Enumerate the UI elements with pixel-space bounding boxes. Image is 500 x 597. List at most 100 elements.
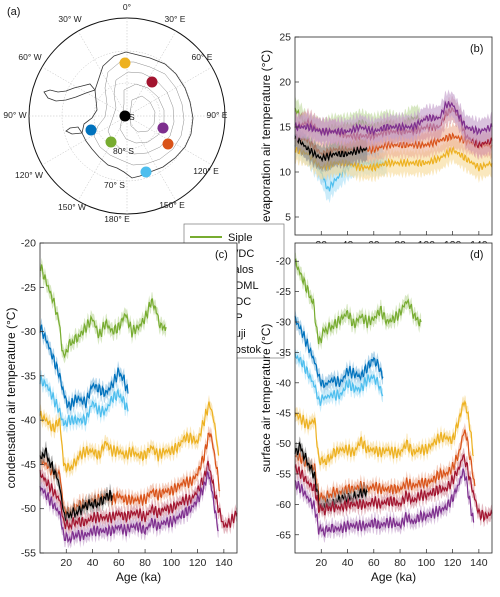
y-tick-label: -20 xyxy=(276,256,291,268)
y-tick-label: -55 xyxy=(21,548,36,560)
series-line-wdc xyxy=(294,315,384,389)
y-tick-label: -45 xyxy=(21,459,36,471)
series-line-vostok xyxy=(39,470,219,545)
lon-label-9: 90° W xyxy=(3,110,26,120)
legend-label-siple: Siple xyxy=(228,232,252,244)
lat-label-80: 80° S xyxy=(113,146,134,156)
series-group xyxy=(39,257,238,549)
y-tick-label: -30 xyxy=(21,326,36,338)
y-tick-label: 5 xyxy=(285,212,291,224)
x-tick-label: 120 xyxy=(444,557,462,569)
y-tick-label: -35 xyxy=(276,347,291,359)
x-axis-label: Age (ka) xyxy=(371,570,416,584)
x-axis-label: Age (ka) xyxy=(116,570,161,584)
x-tick-label: 100 xyxy=(163,557,181,569)
lon-label-2: 60° E xyxy=(192,52,213,62)
longitude-labels: 0° 30° E 60° E 90° E 120° E 150° E 180° E 150° … xyxy=(3,2,227,224)
series-line-talos xyxy=(39,374,129,427)
y-tick-label: -40 xyxy=(21,415,36,427)
site-marker-wdc xyxy=(85,124,97,136)
x-tick-label: 20 xyxy=(60,557,72,569)
y-tick-label: -55 xyxy=(276,468,291,480)
panel-a-label: (a) xyxy=(7,6,20,18)
series-line-siple xyxy=(39,264,167,359)
series-line-fuji xyxy=(294,453,493,523)
axes-frame xyxy=(294,36,493,236)
x-tick-label: 140 xyxy=(470,557,488,569)
axes-frame xyxy=(39,242,238,554)
y-axis-label: evaporation air temperature (°C) xyxy=(259,50,273,222)
x-tick-label: 120 xyxy=(189,557,207,569)
series-line-talos xyxy=(294,352,384,406)
site-marker-talos xyxy=(140,166,152,178)
series-group xyxy=(294,252,493,543)
y-tick-label: -25 xyxy=(21,282,36,294)
y-tick-label: -50 xyxy=(21,503,36,515)
site-marker-vostok xyxy=(157,122,169,134)
series-line-wdc xyxy=(39,324,129,411)
lat-label-70: 70° S xyxy=(104,180,125,190)
x-tick-label: 60 xyxy=(368,557,380,569)
panel-label: (b) xyxy=(470,43,483,55)
y-tick-label: -60 xyxy=(276,499,291,511)
site-marker-siple xyxy=(105,136,117,148)
panel-d: 20 40 60 80 100 120 140 -65 -60 -55 -50 -45 -40 -35 -3… xyxy=(259,242,493,584)
series-line-siple xyxy=(294,258,422,345)
tick-group: 20 40 60 80 100 120 140 -55 -50 -45 -40 -35 -30 -25 -2… xyxy=(21,238,233,570)
uncertainty-band-vostok xyxy=(40,465,219,549)
uncertainty-band-siple xyxy=(295,252,422,351)
site-marker-edc xyxy=(162,138,174,150)
series-group xyxy=(294,89,493,204)
panel-c: 20 40 60 80 100 120 140 -55 -50 -45 -40 -35 -30 -25 -2… xyxy=(4,238,238,584)
axes-frame xyxy=(294,242,493,554)
y-tick-label: -50 xyxy=(276,438,291,450)
y-tick-label: 20 xyxy=(279,77,291,89)
x-tick-label: 100 xyxy=(418,557,436,569)
uncertainty-band-edml xyxy=(295,394,474,472)
lon-label-6: 180° E xyxy=(104,214,130,224)
station-s-label: S xyxy=(129,112,135,122)
series-line-vostok xyxy=(294,468,475,539)
series-line-fuji xyxy=(39,460,238,532)
panel-b: 20406080100120140510152025(b)Age (ka)eva… xyxy=(259,32,493,266)
y-tick-label: 25 xyxy=(279,32,291,44)
y-tick-label: -35 xyxy=(21,370,36,382)
x-tick-label: 140 xyxy=(215,557,233,569)
antarctica-map: (a) 0° 30° E 60° E 90° E 120° E 150° E 180° E 1… xyxy=(3,2,227,224)
y-tick-label: -65 xyxy=(276,529,291,541)
y-tick-label: -30 xyxy=(276,317,291,329)
lon-label-1: 30° E xyxy=(165,14,186,24)
lon-label-4: 120° E xyxy=(193,166,219,176)
series-line-edc xyxy=(294,429,476,503)
y-tick-label: -45 xyxy=(276,408,291,420)
x-tick-label: 40 xyxy=(342,557,354,569)
x-tick-label: 60 xyxy=(113,557,125,569)
x-tick-label: 20 xyxy=(315,557,327,569)
uncertainty-band-wdc xyxy=(40,317,128,418)
lon-label-5: 150° E xyxy=(159,200,185,210)
series-line-sp xyxy=(294,134,368,163)
uncertainty-band-fuji xyxy=(40,454,237,536)
site-marker-fuji xyxy=(146,76,158,88)
lon-label-0: 0° xyxy=(123,2,131,12)
y-tick-label: 10 xyxy=(279,167,291,179)
lon-label-8: 120° W xyxy=(15,170,43,180)
panel-label: (c) xyxy=(215,249,228,261)
series-line-edml xyxy=(294,399,475,466)
x-tick-label: 80 xyxy=(394,557,406,569)
lon-label-7: 150° W xyxy=(58,202,86,212)
series-line-edml xyxy=(39,401,220,474)
lon-label-3: 90° E xyxy=(207,110,228,120)
site-marker-sp xyxy=(119,110,131,122)
y-axis-label: condensation air temperature (°C) xyxy=(4,308,18,489)
tick-group: 20 40 60 80 100 120 140 -65 -60 -55 -50 -45 -40 -35 -3… xyxy=(276,256,488,569)
y-tick-label: -20 xyxy=(21,238,36,250)
lon-label-10: 60° W xyxy=(18,52,41,62)
uncertainty-band-vostok xyxy=(295,461,474,543)
antarctica-coastline xyxy=(43,51,194,179)
y-tick-label: 15 xyxy=(279,122,291,134)
x-tick-label: 80 xyxy=(139,557,151,569)
y-tick-label: -40 xyxy=(276,377,291,389)
x-tick-label: 40 xyxy=(87,557,99,569)
